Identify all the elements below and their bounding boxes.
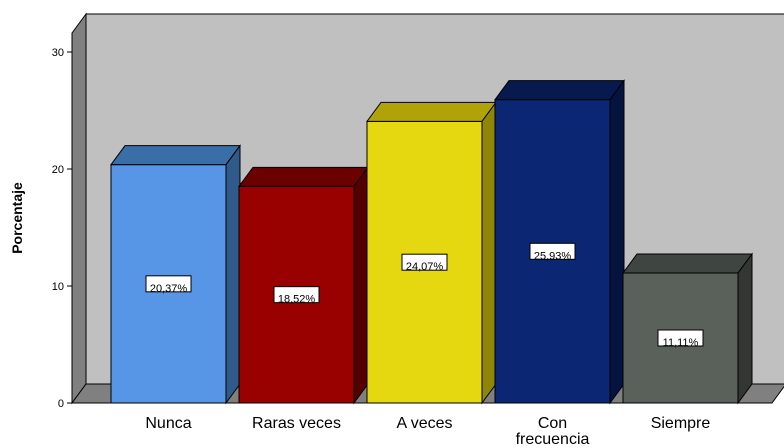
bar-top <box>110 145 241 166</box>
data-label-box <box>401 253 448 271</box>
y-tick-label: 20 <box>52 164 64 176</box>
category-label-line: Nunca <box>145 415 191 432</box>
bar-side <box>353 165 369 405</box>
category-label-line: Con <box>538 415 567 432</box>
bar-side <box>737 252 753 405</box>
y-axis: 0 10 20 30 <box>52 47 72 410</box>
category-label-line: Raras veces <box>252 415 341 432</box>
category-label-line: A veces <box>396 415 452 432</box>
bars-group: 20,37% 18,52% 24,07% 25,93% 11,11% <box>110 79 753 405</box>
y-axis-label: Porcentaje <box>9 182 25 254</box>
bar-1: 20,37% <box>110 144 241 405</box>
data-label: 11,11% <box>663 337 699 349</box>
bar-top <box>238 166 369 187</box>
bar-side <box>609 79 625 405</box>
bar-side <box>225 144 241 405</box>
bar-side <box>481 100 497 405</box>
side-wall <box>71 12 87 405</box>
data-label: 24,07% <box>406 261 444 273</box>
data-label-box <box>657 329 704 347</box>
category-label: A veces <box>396 415 452 432</box>
bar-top <box>622 253 753 274</box>
y-tick-label: 10 <box>52 281 64 293</box>
data-label-box <box>145 275 192 293</box>
data-label-box <box>529 242 576 260</box>
category-label: Siempre <box>651 415 711 432</box>
bar-5: 11,11% <box>622 252 753 405</box>
bar-top <box>494 80 625 101</box>
data-label: 20,37% <box>150 283 188 295</box>
bar-top <box>366 101 497 122</box>
data-label-box <box>273 286 320 304</box>
category-label-line: Siempre <box>651 415 711 432</box>
y-tick-label: 0 <box>58 398 64 410</box>
x-axis: Nunca Raras veces A veces Con frecuencia Siem… <box>145 415 710 448</box>
y-tick-label: 30 <box>52 47 64 59</box>
data-label: 25,93% <box>534 250 572 262</box>
category-label: Raras veces <box>252 415 341 432</box>
bar-3: 24,07% <box>366 100 497 405</box>
bar-4: 25,93% <box>494 79 625 405</box>
category-label: Con frecuencia <box>516 415 590 448</box>
category-label-line: frecuencia <box>516 431 590 448</box>
category-label: Nunca <box>145 415 191 432</box>
bar-2: 18,52% <box>238 165 369 405</box>
data-label: 18,52% <box>278 294 316 306</box>
